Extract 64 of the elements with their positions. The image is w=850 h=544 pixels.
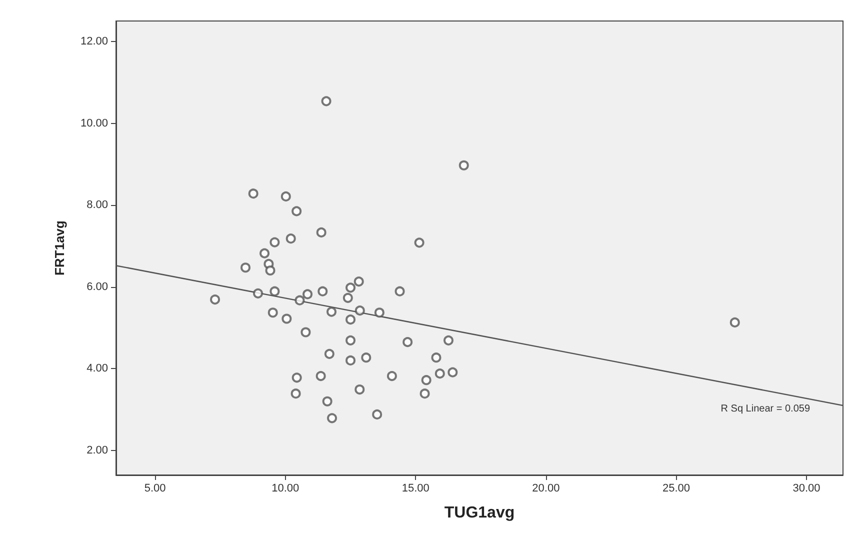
point [414, 238, 424, 248]
point [324, 348, 334, 359]
point [260, 248, 270, 258]
point [346, 282, 356, 293]
y-tick-label: 4.00 [86, 362, 108, 375]
x-tick-label: 30.00 [792, 482, 820, 494]
point [280, 191, 291, 202]
point [354, 384, 365, 395]
point [730, 317, 740, 328]
x-tick-label: 10.00 [272, 482, 300, 494]
point [318, 286, 328, 296]
point [316, 371, 326, 382]
point [444, 335, 454, 346]
point [346, 314, 356, 325]
point [346, 355, 356, 366]
point [270, 286, 280, 296]
point [253, 288, 264, 298]
point [448, 367, 458, 378]
point [248, 188, 258, 199]
point [346, 335, 356, 346]
point [421, 375, 432, 386]
point [210, 294, 220, 305]
point [394, 286, 405, 296]
y-tick-label: 8.00 [86, 199, 108, 212]
point [265, 265, 276, 276]
point [326, 306, 336, 317]
x-tick-label: 15.00 [402, 482, 430, 494]
point [294, 295, 305, 306]
point [270, 237, 280, 248]
point [420, 388, 430, 399]
point [268, 308, 278, 318]
y-tick-label: 12.00 [80, 35, 108, 48]
x-tick-label: 25.00 [662, 482, 690, 494]
point [286, 234, 296, 244]
point [361, 352, 372, 363]
point [240, 262, 251, 273]
point [372, 409, 382, 420]
x-tick-label: 5.00 [144, 482, 166, 494]
x-axis-title: TUG1avg [444, 504, 515, 522]
point [431, 352, 442, 363]
point [458, 160, 469, 170]
point [402, 337, 413, 348]
annotation: R Sq Linear = 0.059 [720, 404, 810, 414]
point [354, 276, 364, 287]
x-tick-label: 20.00 [532, 482, 560, 494]
y-tick-label: 2.00 [86, 444, 108, 456]
point [282, 314, 292, 324]
point [386, 371, 397, 382]
point [327, 413, 338, 424]
point [290, 388, 301, 399]
point [292, 372, 302, 383]
point [354, 306, 365, 316]
point [322, 396, 332, 406]
y-tick-label: 6.00 [86, 280, 108, 293]
point [316, 227, 326, 238]
y-tick-label: 10.00 [80, 117, 108, 130]
point [434, 368, 445, 379]
point [342, 292, 353, 303]
point [321, 96, 332, 106]
y-axis-title: FRT1avg [52, 220, 67, 276]
point [302, 289, 313, 300]
point [300, 327, 311, 338]
point [292, 206, 302, 216]
point [374, 308, 384, 318]
